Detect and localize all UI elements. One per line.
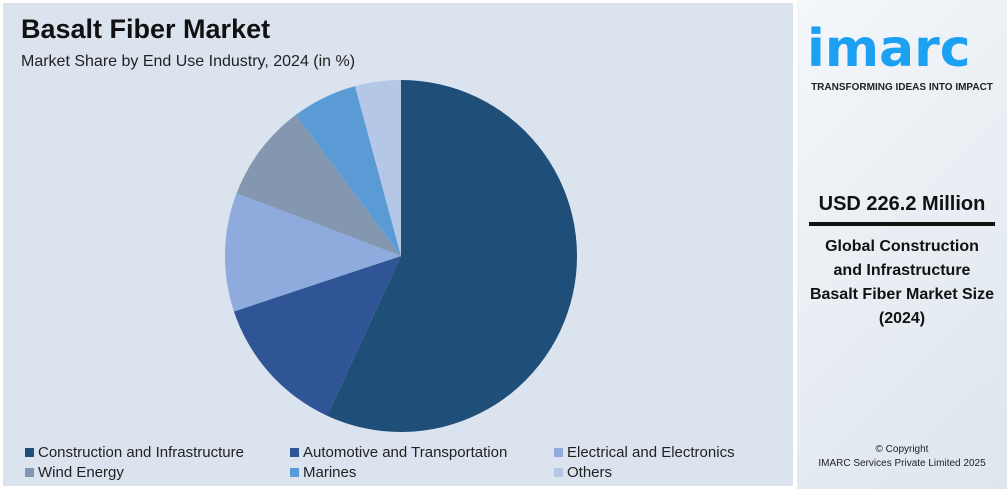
legend-label: Others bbox=[567, 464, 613, 481]
desc-line: and Infrastructure bbox=[833, 262, 971, 279]
legend-item: Marines bbox=[290, 464, 356, 481]
legend-item: Others bbox=[554, 464, 612, 481]
pie-slice-electrical-and-electronics bbox=[225, 193, 401, 312]
legend-label: Construction and Infrastructure bbox=[38, 444, 244, 461]
legend-label: Electrical and Electronics bbox=[567, 444, 735, 461]
legend-swatch bbox=[290, 448, 299, 457]
legend-swatch bbox=[554, 448, 563, 457]
market-size-description: Global Construction and Infrastructure B… bbox=[797, 235, 1007, 331]
copyright: © Copyright IMARC Services Private Limit… bbox=[797, 443, 1007, 471]
legend-item: Electrical and Electronics bbox=[554, 444, 735, 461]
pie-slice-automotive-and-transportation bbox=[233, 256, 401, 416]
pie-chart bbox=[225, 80, 577, 432]
legend-label: Wind Energy bbox=[38, 464, 124, 481]
copyright-line: IMARC Services Private Limited 2025 bbox=[818, 458, 986, 469]
legend-swatch bbox=[25, 448, 34, 457]
desc-line: Basalt Fiber Market Size bbox=[809, 286, 995, 303]
desc-line: (2024) bbox=[878, 310, 926, 327]
legend-swatch bbox=[290, 468, 299, 477]
legend-label: Marines bbox=[303, 464, 357, 481]
desc-line: Global Construction bbox=[825, 238, 979, 255]
divider bbox=[809, 222, 995, 226]
legend-item: Automotive and Transportation bbox=[290, 444, 507, 461]
legend-item: Wind Energy bbox=[25, 464, 124, 481]
chart-panel: Basalt Fiber Market Market Share by End … bbox=[3, 3, 793, 486]
imarc-logo: imarc bbox=[807, 22, 971, 76]
logo-tagline: TRANSFORMING IDEAS INTO IMPACT bbox=[811, 82, 993, 93]
legend-item: Construction and Infrastructure bbox=[25, 444, 244, 461]
pie-slice-construction-and-infrastructure bbox=[327, 80, 577, 432]
legend-swatch bbox=[25, 468, 34, 477]
legend-swatch bbox=[554, 468, 563, 477]
info-panel: imarc TRANSFORMING IDEAS INTO IMPACT USD… bbox=[797, 0, 1007, 489]
pie-slice-wind-energy bbox=[236, 114, 401, 256]
market-size-value: USD 226.2 Million bbox=[818, 193, 986, 215]
chart-title: Basalt Fiber Market bbox=[21, 14, 271, 44]
chart-subtitle: Market Share by End Use Industry, 2024 (… bbox=[21, 53, 356, 70]
pie-slice-marines bbox=[295, 86, 401, 256]
copyright-line: © Copyright bbox=[875, 444, 929, 455]
legend-label: Automotive and Transportation bbox=[303, 444, 508, 461]
pie-slice-others bbox=[355, 80, 401, 256]
